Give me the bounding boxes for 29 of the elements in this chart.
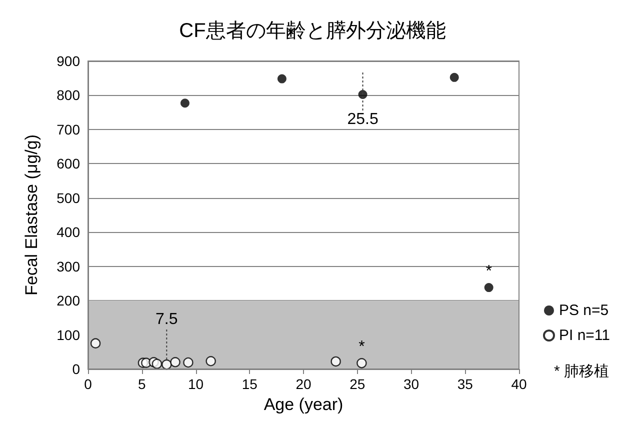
y-tick-label: 400 — [56, 224, 80, 240]
y-tick-label: 900 — [56, 53, 80, 69]
annotation: 25.5 — [347, 111, 378, 128]
x-tick-label: 20 — [296, 376, 312, 392]
annotation: * — [358, 338, 365, 356]
x-tick-label: 0 — [84, 376, 92, 392]
x-axis-title: Age (year) — [264, 394, 344, 414]
annotation: 7.5 — [156, 311, 178, 328]
x-tick-label: 10 — [188, 376, 204, 392]
x-tick-label: 35 — [457, 376, 474, 392]
legend-label: PS n=5 — [558, 302, 609, 319]
y-tick-label: 500 — [56, 190, 80, 206]
legend-label: PI n=11 — [558, 327, 610, 344]
y-tick-label: 700 — [56, 121, 80, 138]
y-tick-label: 0 — [72, 361, 80, 377]
y-axis-title: Fecal Elastase (μg/g) — [22, 134, 41, 296]
text: * 肺移植 — [554, 363, 610, 380]
chart-title: CF患者の年齢と膵外分泌機能 — [179, 20, 446, 42]
y-tick-label: 300 — [56, 258, 80, 274]
x-tick-label: 30 — [403, 376, 420, 392]
x-tick-label: 25 — [350, 376, 366, 392]
x-tick-label: 5 — [138, 376, 146, 392]
annotation: * — [486, 263, 492, 280]
y-tick-label: 600 — [56, 156, 80, 172]
y-tick-label: 800 — [56, 87, 80, 104]
x-tick-label: 40 — [511, 376, 527, 392]
y-tick-label: 100 — [56, 326, 80, 343]
y-tick-label: 200 — [56, 292, 80, 309]
x-tick-label: 15 — [242, 376, 258, 392]
